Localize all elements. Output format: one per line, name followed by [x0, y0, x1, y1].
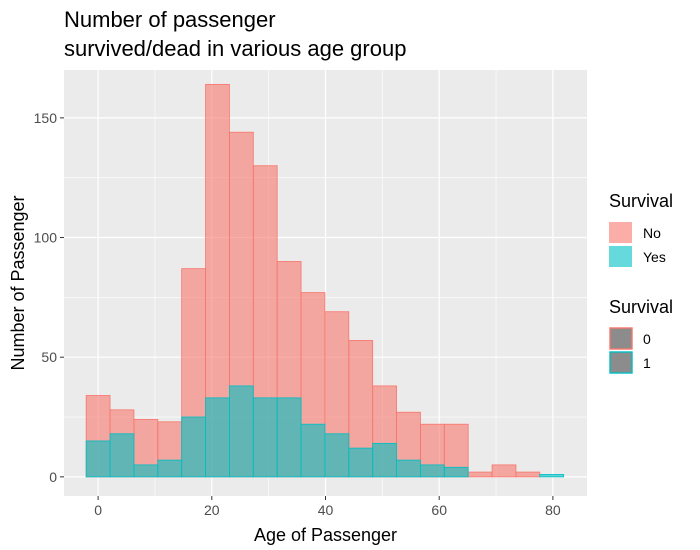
legend-label-no: No	[643, 225, 661, 241]
chart-title-line-2: survived/dead in various age group	[64, 36, 406, 61]
legend-color: Survival 0 1	[609, 297, 673, 374]
bars-series-yes	[85, 385, 565, 478]
y-tick-label: 100	[34, 230, 58, 246]
legend-fill-title: Survival	[609, 191, 673, 211]
chart-title-line-1: Number of passenger	[64, 7, 276, 32]
bar-yes	[109, 433, 135, 478]
x-tick-label: 40	[318, 502, 334, 518]
bar-yes	[372, 442, 397, 478]
legend-swatch-0	[609, 327, 633, 350]
bar-yes	[396, 459, 421, 478]
bar-no	[491, 464, 517, 478]
bar-yes	[276, 397, 302, 478]
legend-fill: Survival No Yes	[609, 191, 673, 267]
x-tick-label: 20	[204, 502, 220, 518]
bar-yes	[420, 464, 445, 478]
bar-yes	[229, 385, 254, 478]
bar-yes	[252, 397, 278, 478]
bar-yes	[85, 440, 111, 478]
bar-yes	[443, 466, 469, 478]
bar-yes	[324, 433, 350, 478]
bar-yes	[181, 416, 206, 478]
legend-swatch-no	[609, 222, 632, 243]
y-tick-label: 0	[49, 469, 57, 485]
legend-label-0: 0	[643, 331, 651, 347]
legend-swatch-yes	[609, 246, 632, 267]
x-axis-ticks: 0 20 40 60 80	[94, 496, 561, 518]
x-tick-label: 60	[431, 502, 447, 518]
x-axis-title: Age of Passenger	[254, 525, 397, 545]
bar-yes	[157, 459, 183, 478]
y-axis-ticks: 0 50 100 150	[34, 110, 64, 485]
legend-color-title: Survival	[609, 297, 673, 317]
bar-no	[515, 471, 541, 478]
y-axis-title: Number of Passenger	[8, 195, 28, 370]
bar-yes	[205, 397, 230, 478]
x-tick-label: 0	[94, 502, 102, 518]
x-tick-label: 80	[545, 502, 561, 518]
bar-yes	[539, 474, 565, 478]
y-tick-label: 50	[41, 349, 57, 365]
legend-label-1: 1	[643, 355, 651, 371]
bar-yes	[348, 447, 374, 478]
legend-swatch-1	[609, 351, 633, 374]
bar-no	[467, 471, 493, 478]
y-tick-label: 150	[34, 110, 58, 126]
bar-yes	[133, 464, 159, 478]
bar-yes	[300, 423, 326, 478]
legend-label-yes: Yes	[643, 249, 666, 265]
